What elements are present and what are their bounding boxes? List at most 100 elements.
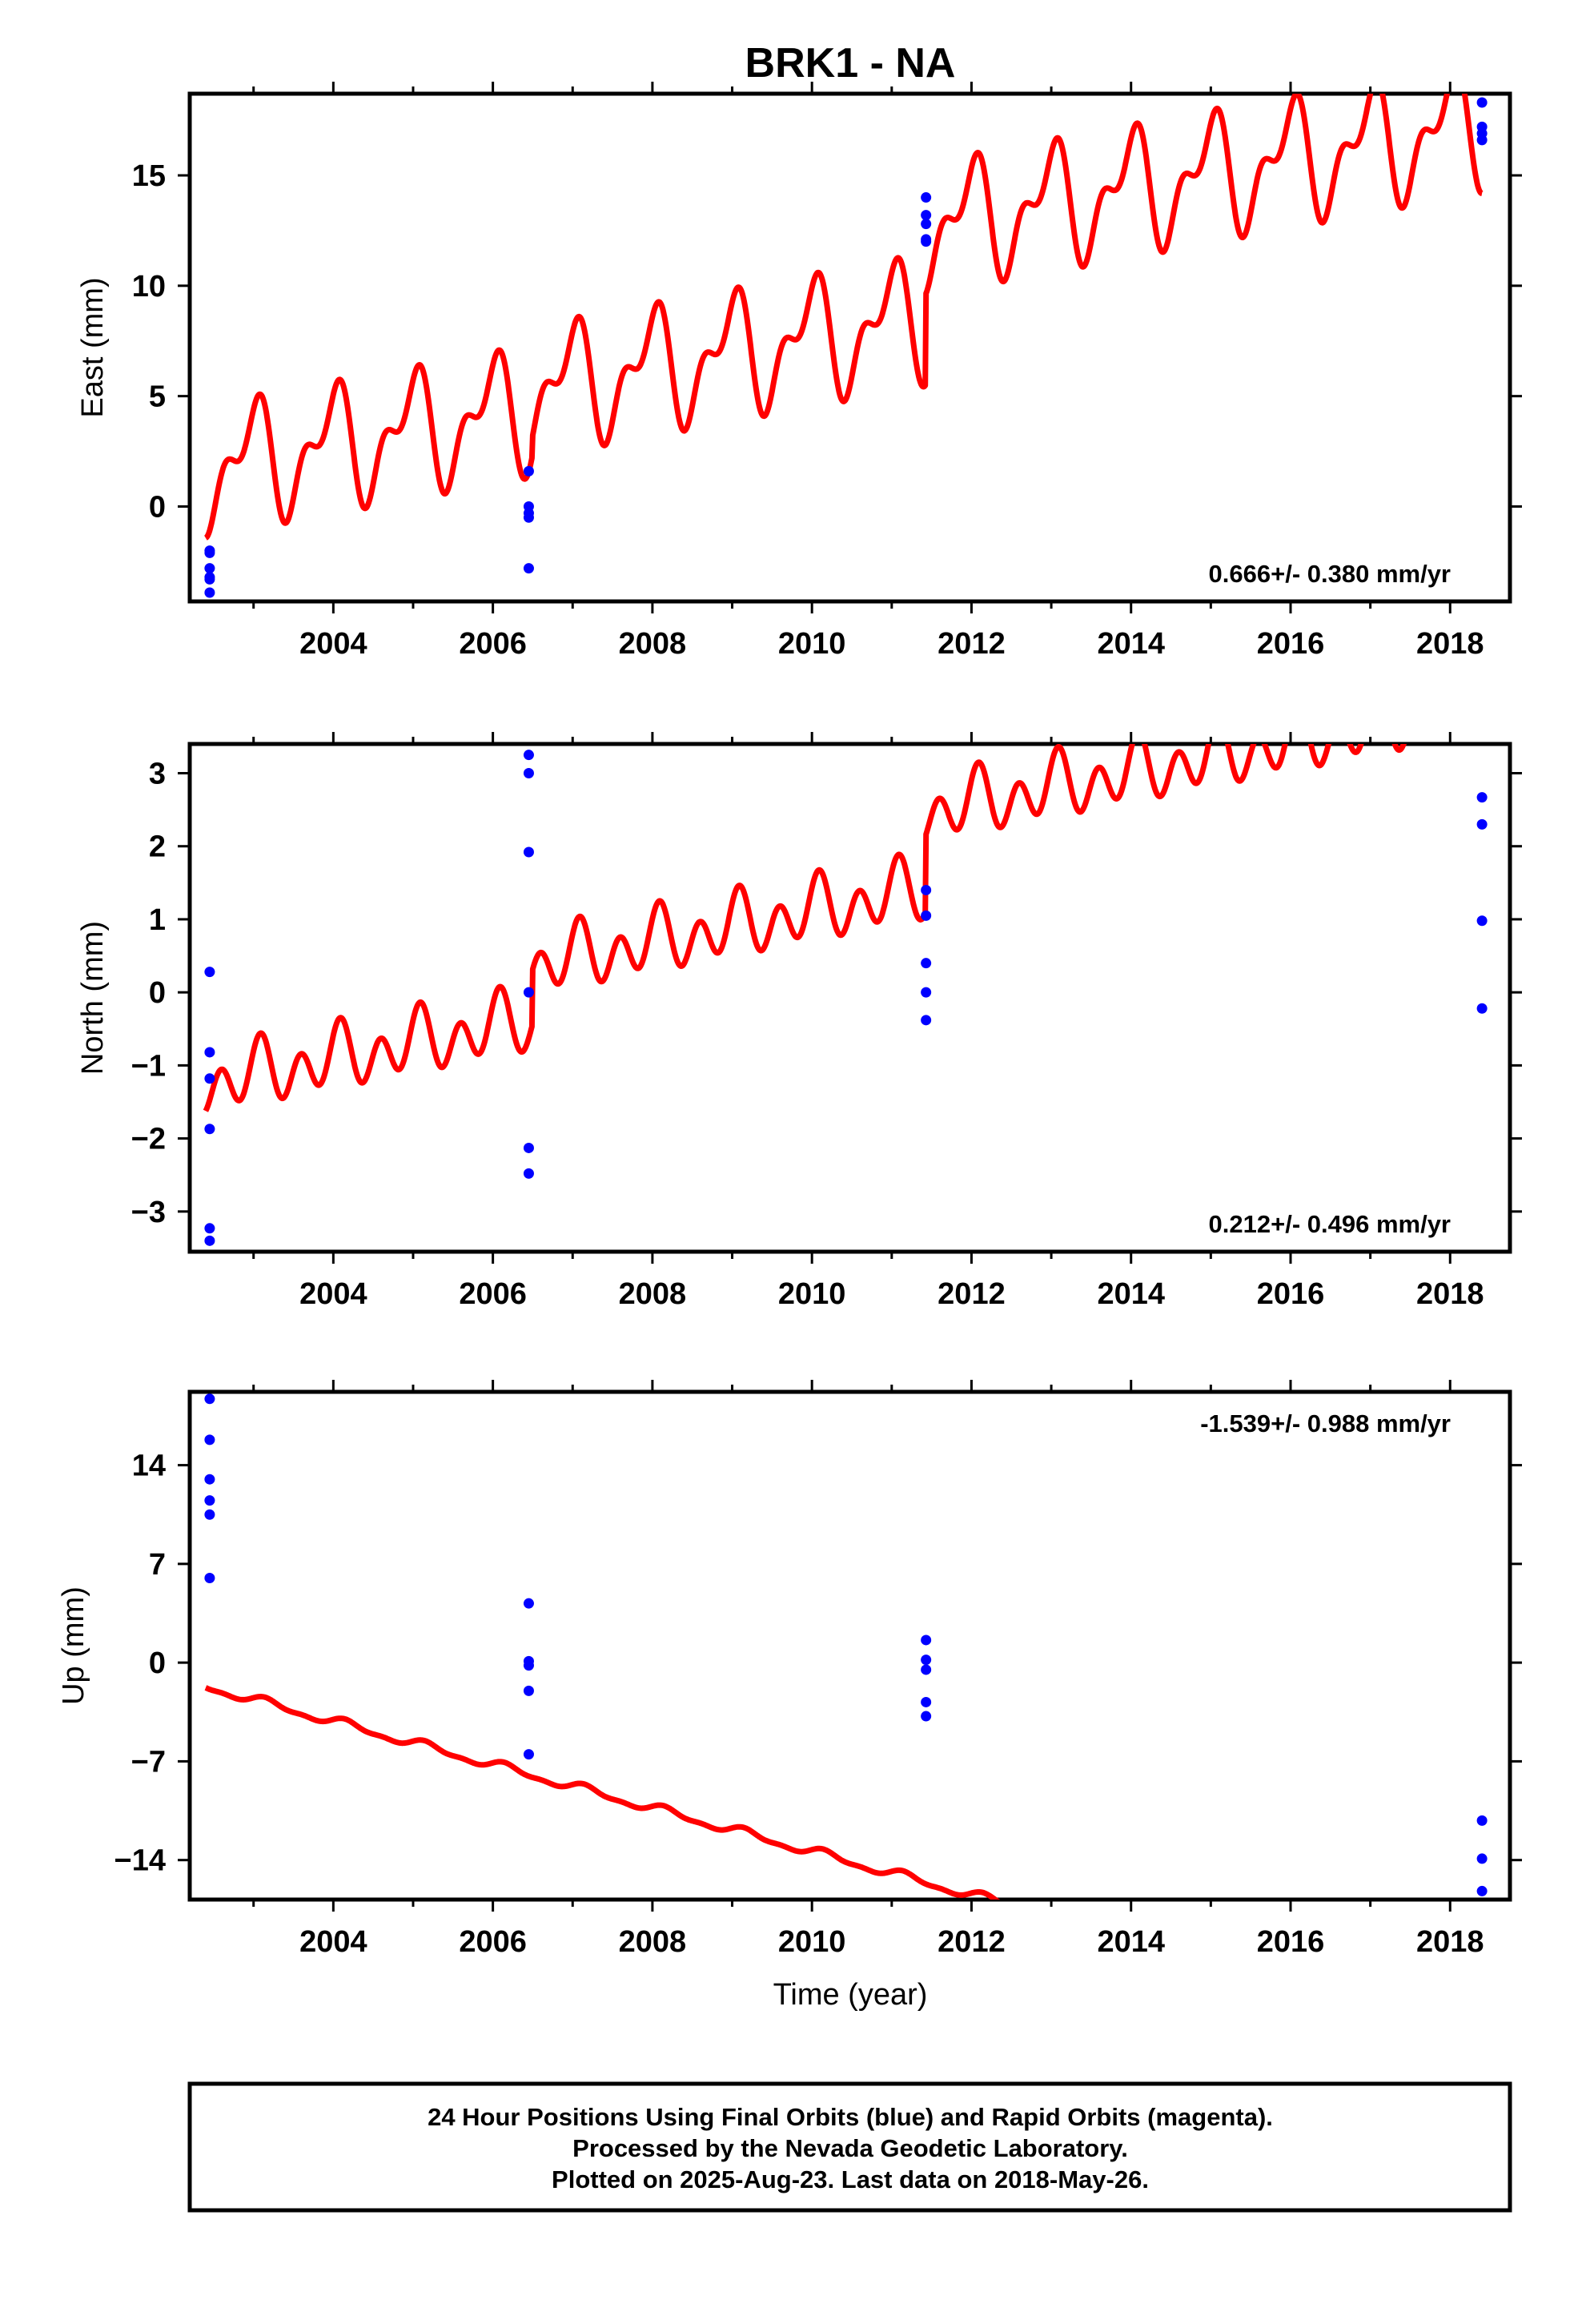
y-tick-label: 2 [149,830,166,864]
y-axis-label: North (mm) [76,921,110,1075]
y-tick-label: 3 [149,757,166,790]
y-tick-label: 10 [132,270,166,304]
data-point [204,1223,215,1234]
data-point [1476,915,1488,927]
footer-line-3: Plotted on 2025-Aug-23. Last data on 201… [552,2165,1149,2193]
data-point [921,884,932,895]
y-tick-label: 1 [149,903,166,937]
panel-1: 2004 2006 2008 2010 2012 2014 2016 2018 0 5 10 15 Ea… [76,82,1522,661]
data-point [204,1509,215,1520]
x-tick-label: 2012 [938,1277,1006,1311]
plot-frame [187,91,1512,604]
footer-line-1: 24 Hour Positions Using Final Orbits (bl… [428,2103,1273,2131]
y-tick-label: 0 [149,1647,166,1680]
data-point [204,1393,215,1405]
data-point [921,210,932,221]
data-point [204,1495,215,1506]
x-tick-label: 2008 [619,627,687,661]
x-tick-label: 2004 [299,1925,367,1959]
data-point [921,219,932,230]
x-tick-label: 2004 [299,1277,367,1311]
data-point [523,750,534,761]
x-tick-label: 2016 [1257,1277,1325,1311]
data-point [1476,1885,1488,1896]
data-point [523,987,534,998]
y-tick-label: 14 [132,1449,166,1483]
data-point [523,1168,534,1179]
rate-label: -1.539+/- 0.988 mm/yr [1200,1409,1451,1437]
model-line [203,744,1407,1112]
data-point [921,1634,932,1646]
data-point [1476,818,1488,830]
data-point [523,767,534,778]
plot-frame [187,1389,1512,1902]
x-tick-label: 2010 [778,627,846,661]
x-tick-label: 2014 [1097,627,1165,661]
data-point [204,1434,215,1445]
x-tick-label: 2010 [778,1925,846,1959]
x-tick-label: 2014 [1097,1277,1165,1311]
data-point [204,1047,215,1058]
data-point [921,1015,932,1026]
y-axis-label: East (mm) [76,277,110,417]
y-axis-label: Up (mm) [57,1586,90,1705]
data-point [204,967,215,978]
chart-title: BRK1 - NA [745,40,956,86]
data-point [921,1655,932,1666]
plot-frame [187,742,1512,1254]
data-point [1476,97,1488,108]
data-point [204,1073,215,1084]
data-point [204,1235,215,1246]
y-tick-label: −7 [131,1745,166,1779]
data-point [921,958,932,969]
x-axis-label: Time (year) [773,1978,928,2012]
model-line [203,94,1484,541]
x-tick-label: 2014 [1097,1925,1165,1959]
data-point [921,236,932,247]
data-point [1476,1815,1488,1826]
x-tick-label: 2018 [1416,627,1484,661]
footer-box [187,2081,1512,2213]
data-point [204,587,215,598]
y-tick-label: −1 [131,1049,166,1083]
x-tick-label: 2006 [459,1925,527,1959]
data-point [921,1711,932,1722]
x-tick-label: 2006 [459,1277,527,1311]
data-point [204,573,215,585]
data-point [523,1142,534,1153]
data-point [204,1124,215,1135]
data-point [523,1598,534,1609]
y-tick-label: 5 [149,380,166,414]
data-point [1476,1003,1488,1014]
data-point [921,1664,932,1675]
data-point [523,1660,534,1671]
data-point [921,1696,932,1707]
rate-label: 0.212+/- 0.496 mm/yr [1209,1210,1451,1238]
y-tick-label: 0 [149,976,166,1010]
y-tick-label: −2 [131,1123,166,1156]
y-tick-label: −3 [131,1196,166,1229]
data-point [523,846,534,858]
y-tick-label: 15 [132,159,166,193]
x-tick-label: 2010 [778,1277,846,1311]
x-tick-label: 2008 [619,1277,687,1311]
x-tick-label: 2012 [938,1925,1006,1959]
data-point [523,512,534,523]
panel-2: 2004 2006 2008 2010 2012 2014 2016 2018 −3 −2 −1 0 1… [76,732,1522,1311]
data-point [523,1685,534,1696]
x-tick-label: 2012 [938,627,1006,661]
model-line [203,1685,1001,1900]
data-point [523,465,534,476]
y-tick-label: 7 [149,1548,166,1582]
rate-label: 0.666+/- 0.380 mm/yr [1209,560,1451,588]
data-point [921,192,932,203]
x-tick-label: 2018 [1416,1277,1484,1311]
data-point [921,910,932,921]
data-point [523,1749,534,1760]
data-point [921,987,932,998]
data-point [204,1474,215,1485]
x-tick-label: 2004 [299,627,367,661]
x-tick-label: 2016 [1257,1925,1325,1959]
data-point [204,563,215,574]
